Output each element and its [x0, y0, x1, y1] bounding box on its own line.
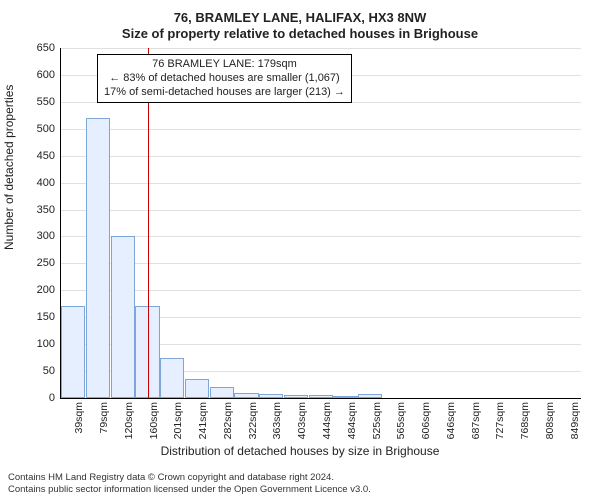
x-tick-label: 79sqm	[98, 398, 110, 434]
marker-annotation-box: 76 BRAMLEY LANE: 179sqm ← 83% of detache…	[97, 54, 352, 103]
gridline	[61, 156, 581, 157]
x-tick-label: 282sqm	[222, 398, 234, 439]
y-tick-label: 200	[37, 284, 61, 296]
y-tick-label: 550	[37, 96, 61, 108]
footer-line-1: Contains HM Land Registry data © Crown c…	[8, 472, 592, 484]
x-axis-label: Distribution of detached houses by size …	[0, 444, 600, 458]
histogram-bar	[284, 395, 308, 398]
x-tick-label: 727sqm	[494, 398, 506, 439]
x-tick-label: 808sqm	[544, 398, 556, 439]
x-tick-label: 444sqm	[321, 398, 333, 439]
y-tick-label: 0	[49, 392, 61, 404]
y-tick-label: 600	[37, 69, 61, 81]
title-line-2: Size of property relative to detached ho…	[0, 26, 600, 41]
y-tick-label: 50	[43, 365, 61, 377]
x-tick-label: 201sqm	[172, 398, 184, 439]
footer-line-2: Contains public sector information licen…	[8, 484, 592, 496]
copyright-footer: Contains HM Land Registry data © Crown c…	[8, 472, 592, 496]
x-tick-label: 39sqm	[73, 398, 85, 434]
gridline	[61, 290, 581, 291]
y-tick-label: 650	[37, 42, 61, 54]
y-tick-label: 350	[37, 204, 61, 216]
gridline	[61, 48, 581, 49]
y-tick-label: 500	[37, 123, 61, 135]
y-tick-label: 400	[37, 177, 61, 189]
gridline	[61, 183, 581, 184]
x-tick-label: 403sqm	[296, 398, 308, 439]
annotation-line-3: 17% of semi-detached houses are larger (…	[104, 86, 345, 100]
y-axis-label: Number of detached properties	[2, 85, 16, 250]
x-tick-label: 849sqm	[569, 398, 581, 439]
y-tick-label: 150	[37, 311, 61, 323]
gridline	[61, 263, 581, 264]
annotation-line-1: 76 BRAMLEY LANE: 179sqm	[104, 58, 345, 72]
x-tick-label: 160sqm	[148, 398, 160, 439]
histogram-bar	[111, 236, 135, 398]
histogram-bar	[309, 395, 333, 398]
histogram-bar	[210, 387, 234, 398]
y-tick-label: 300	[37, 230, 61, 242]
gridline	[61, 129, 581, 130]
title-line-1: 76, BRAMLEY LANE, HALIFAX, HX3 8NW	[0, 10, 600, 25]
x-tick-label: 687sqm	[470, 398, 482, 439]
y-tick-label: 450	[37, 150, 61, 162]
histogram-bar	[333, 396, 357, 398]
histogram-bar	[185, 379, 209, 398]
x-tick-label: 606sqm	[420, 398, 432, 439]
x-tick-label: 322sqm	[247, 398, 259, 439]
plot-area: 76 BRAMLEY LANE: 179sqm ← 83% of detache…	[60, 48, 581, 399]
annotation-line-2: ← 83% of detached houses are smaller (1,…	[104, 72, 345, 86]
gridline	[61, 210, 581, 211]
x-tick-label: 241sqm	[197, 398, 209, 439]
histogram-bar	[61, 306, 85, 398]
x-tick-label: 120sqm	[123, 398, 135, 439]
y-tick-label: 250	[37, 257, 61, 269]
histogram-bar	[358, 394, 382, 398]
y-tick-label: 100	[37, 338, 61, 350]
histogram-bar	[86, 118, 110, 398]
x-tick-label: 646sqm	[445, 398, 457, 439]
x-tick-label: 525sqm	[371, 398, 383, 439]
x-tick-label: 363sqm	[271, 398, 283, 439]
histogram-bar	[234, 393, 258, 398]
x-tick-label: 565sqm	[395, 398, 407, 439]
histogram-bar	[259, 394, 283, 398]
x-tick-label: 768sqm	[519, 398, 531, 439]
gridline	[61, 236, 581, 237]
figure: 76, BRAMLEY LANE, HALIFAX, HX3 8NW Size …	[0, 0, 600, 500]
x-tick-label: 484sqm	[346, 398, 358, 439]
histogram-bar	[160, 358, 184, 398]
